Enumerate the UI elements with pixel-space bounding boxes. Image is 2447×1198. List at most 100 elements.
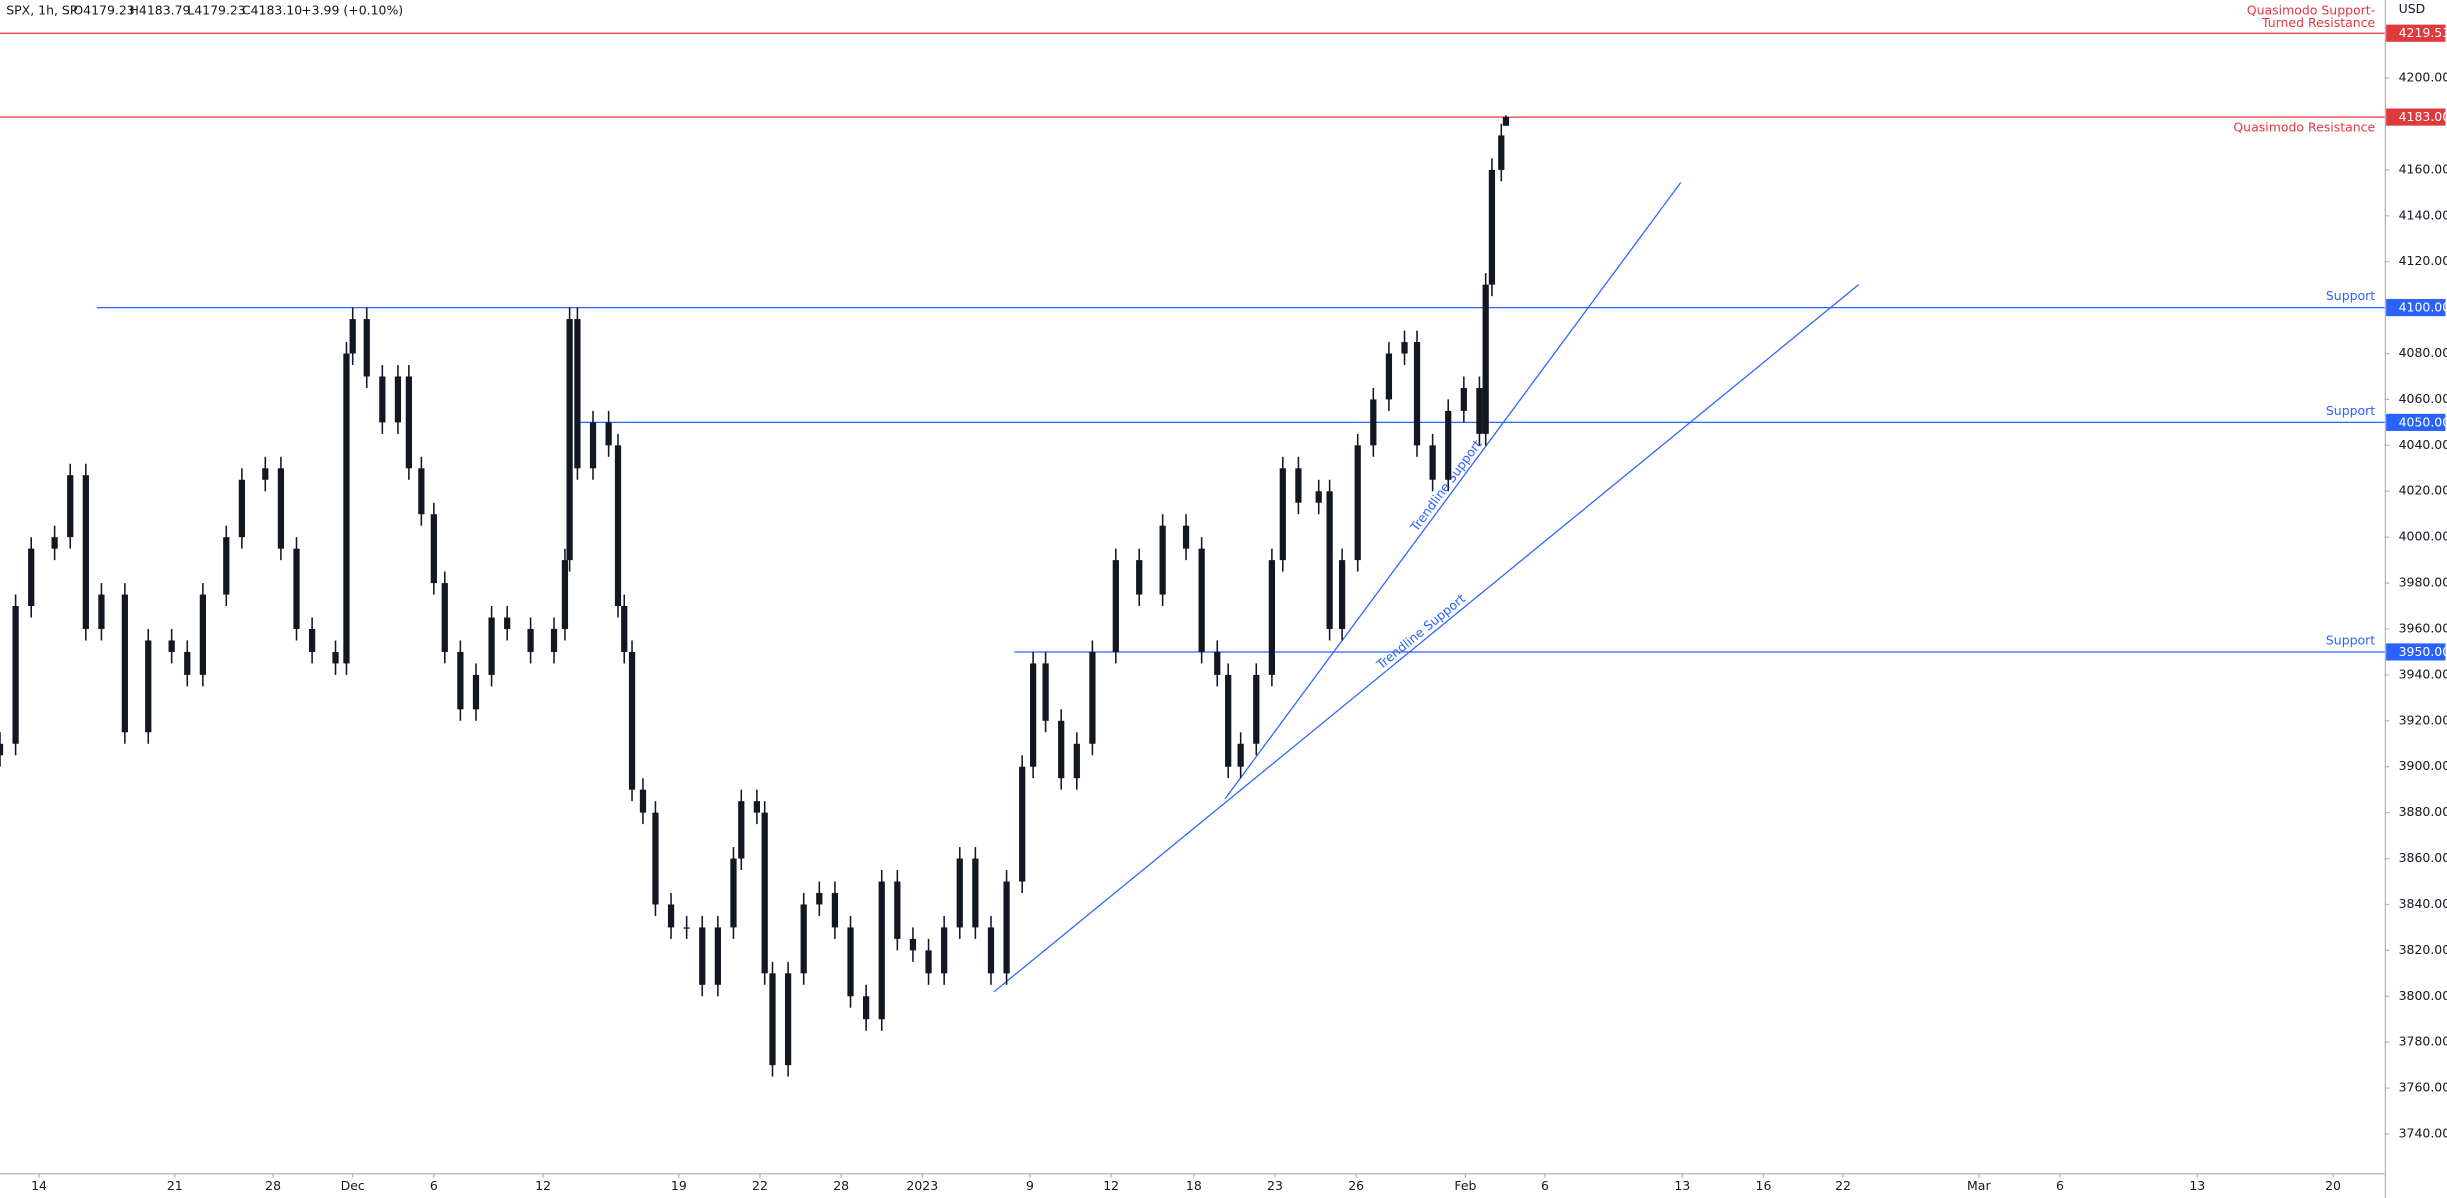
level-note: Support — [2326, 288, 2375, 303]
trendline — [1224, 182, 1682, 800]
candle-body — [293, 548, 300, 629]
candle-body — [1295, 468, 1302, 503]
candle-body — [878, 881, 885, 1020]
candle-body — [441, 583, 448, 652]
header-close: C4183.10 — [242, 2, 302, 17]
level-note: Quasimodo Support- — [2247, 2, 2375, 17]
candle-body — [925, 950, 932, 974]
candle-body — [332, 651, 339, 664]
y-tick-label: 3920.00 — [2399, 712, 2447, 727]
candle-body — [1460, 387, 1467, 411]
candle-body — [800, 904, 807, 974]
x-tick-label: 12 — [1103, 1178, 1119, 1193]
y-tick-label: 3740.00 — [2399, 1126, 2447, 1141]
candle-body — [753, 801, 761, 813]
candle-body — [730, 858, 737, 928]
level-label: 3950.00 — [2399, 644, 2447, 659]
level-label-box — [2386, 299, 2446, 317]
y-tick-label: 4140.00 — [2399, 207, 2447, 222]
candle-body — [639, 789, 647, 813]
candle-body — [1354, 445, 1361, 561]
candle-body — [379, 376, 386, 423]
x-tick-label: 12 — [535, 1178, 551, 1193]
y-tick-label: 3880.00 — [2399, 804, 2447, 819]
candle-body — [262, 468, 269, 480]
candle-body — [1498, 135, 1505, 170]
candle-body — [51, 537, 58, 549]
candle-body — [550, 628, 558, 652]
candle-body — [349, 319, 356, 354]
candle-body — [941, 927, 948, 974]
candle-body — [894, 881, 901, 939]
x-tick-label: 23 — [1267, 1178, 1283, 1193]
candle-body — [121, 594, 128, 733]
level-label-box — [2386, 24, 2446, 42]
x-tick-label: 6 — [430, 1178, 438, 1193]
candle-body — [987, 927, 995, 974]
x-tick-label: 6 — [1541, 1178, 1549, 1193]
candle-body — [1042, 663, 1049, 721]
y-tick-label: 3760.00 — [2399, 1080, 2447, 1095]
header-low: L4179.23 — [187, 2, 246, 17]
candle-body — [405, 376, 412, 469]
x-tick-label: 28 — [265, 1178, 281, 1193]
candle-body — [972, 858, 979, 928]
candle-body — [1429, 445, 1436, 480]
level-note: Quasimodo Resistance — [2233, 119, 2375, 134]
level-note: Support — [2326, 633, 2375, 648]
candle-body — [184, 651, 191, 675]
candle-body — [714, 927, 721, 985]
x-tick-label: 18 — [1186, 1178, 1202, 1193]
candle-body — [488, 617, 495, 675]
x-tick-label: 22 — [1835, 1178, 1851, 1193]
candle-body — [82, 475, 89, 629]
candle-body — [652, 812, 659, 905]
candle-body — [1073, 743, 1080, 779]
header-high: H4183.79 — [130, 2, 191, 17]
candle-body — [1029, 663, 1037, 767]
x-tick-label: Mar — [1967, 1178, 1991, 1193]
candle-body — [418, 468, 425, 515]
candle-body — [738, 801, 745, 859]
candle-body — [363, 319, 370, 377]
y-tick-label: 3820.00 — [2399, 942, 2447, 957]
x-tick-label: Feb — [1454, 1178, 1476, 1193]
x-tick-label: 28 — [833, 1178, 849, 1193]
candle-body — [628, 651, 636, 790]
candle-body — [589, 422, 597, 469]
candle-body — [863, 996, 870, 1020]
level-label: 4183.00 — [2399, 109, 2447, 124]
candle-body — [909, 938, 917, 951]
y-tick-label: 3860.00 — [2399, 850, 2447, 865]
candle-body — [1237, 743, 1244, 767]
y-tick-label: 4060.00 — [2399, 391, 2447, 406]
candle-body — [1019, 766, 1026, 882]
x-tick-label: 6 — [2056, 1178, 2064, 1193]
y-tick-label: 3840.00 — [2399, 896, 2447, 911]
candle-body — [621, 606, 628, 652]
candle-body — [614, 445, 622, 607]
y-tick-label: 4000.00 — [2399, 529, 2447, 544]
candle-body — [472, 674, 480, 710]
x-tick-label: 13 — [2189, 1178, 2205, 1193]
candle-body — [699, 927, 706, 985]
candle-body — [761, 812, 768, 974]
candle-body — [683, 927, 690, 929]
candle-body — [308, 628, 316, 652]
candle-body — [831, 892, 839, 928]
candle-body — [1445, 410, 1452, 480]
candle-body — [1058, 720, 1065, 779]
candle-body — [1268, 560, 1275, 675]
candle-body — [667, 904, 675, 928]
candle-body — [1315, 491, 1322, 503]
candle-body — [1482, 284, 1489, 434]
candle-body — [1279, 468, 1286, 561]
candle-body — [67, 475, 74, 538]
candle-body — [566, 319, 573, 561]
candle-body — [561, 560, 569, 629]
candle-body — [784, 973, 792, 1066]
header-symbol: SPX, 1h, SP — [6, 2, 78, 17]
level-label: 4219.53 — [2399, 25, 2447, 40]
